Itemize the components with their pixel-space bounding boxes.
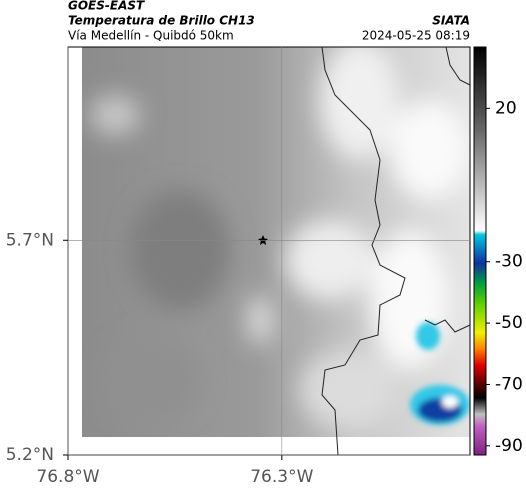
datetime: 2024-05-25 08:19	[362, 29, 470, 43]
satellite-image	[82, 47, 470, 437]
subtitle: Temperatura de Brillo CH13	[68, 14, 255, 28]
x-tick-label: 76.8°W	[36, 467, 99, 487]
source: SIATA	[432, 14, 470, 28]
x-tick-label: 76.3°W	[250, 467, 313, 487]
colorbar-tick-label: -30	[495, 252, 523, 272]
colorbar-tick-label: -70	[495, 374, 523, 394]
colorbar-tick-label: -90	[495, 436, 523, 456]
border	[424, 319, 471, 333]
border	[445, 46, 471, 86]
colorbar-tick-label: -50	[495, 313, 523, 333]
border	[321, 46, 406, 456]
region: Vía Medellín - Quibdó 50km	[68, 29, 234, 43]
colorbar-tick-label: 20	[495, 98, 517, 118]
colorbar	[473, 46, 487, 456]
y-tick-label: 5.7°N	[6, 230, 54, 250]
y-tick-label: 5.2°N	[6, 445, 54, 465]
title: GOES-EAST	[68, 0, 145, 13]
